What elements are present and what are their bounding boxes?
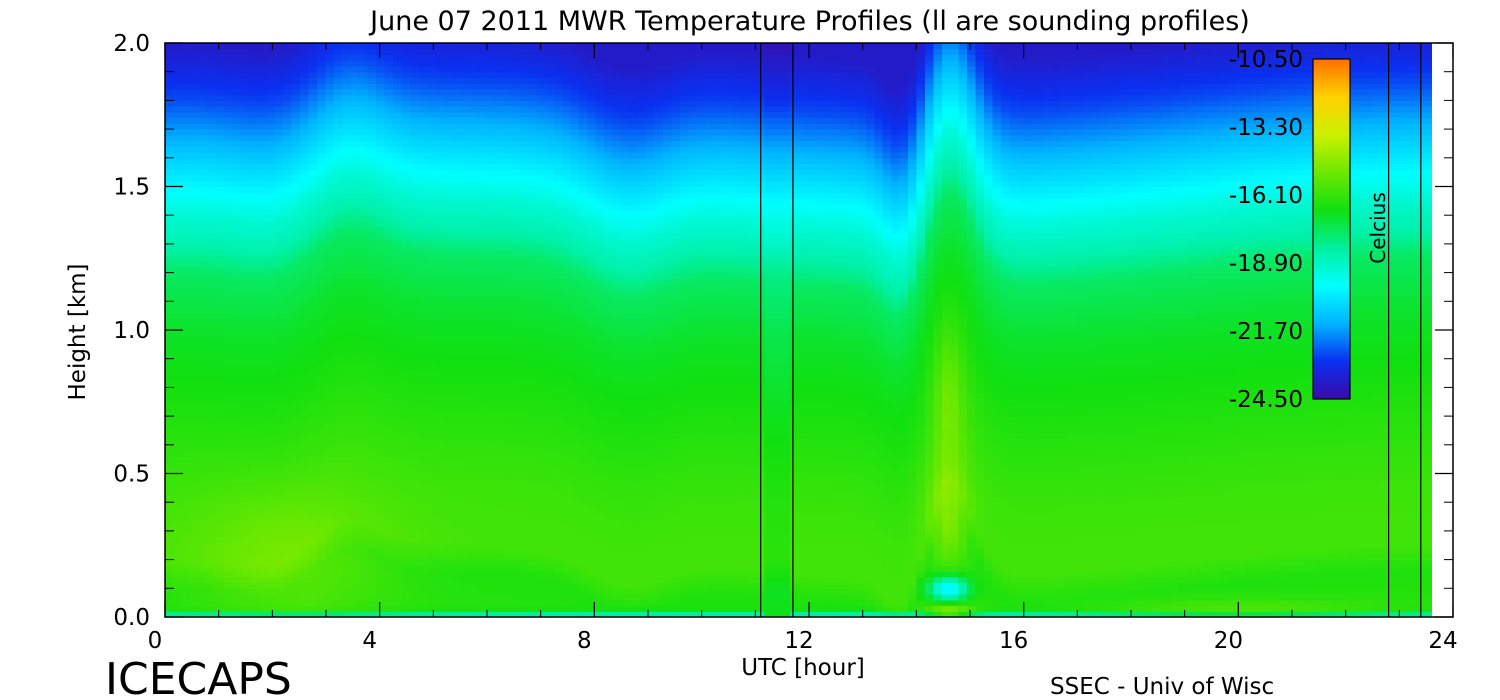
y-tick-label: 2.0 [113, 31, 150, 57]
x-tick-label: 8 [577, 628, 592, 654]
x-tick-label: 20 [1214, 628, 1243, 654]
x-tick-label: 24 [1428, 628, 1457, 654]
credit-text: SSEC - Univ of Wisc [1050, 674, 1274, 700]
y-tick-label: 0.5 [113, 462, 150, 488]
colorbar-gradient [1313, 59, 1350, 399]
y-tick-label: 0.0 [113, 605, 150, 631]
colorbar-tick-label: -13.30 [1229, 115, 1303, 141]
colorbar-tick-label: -10.50 [1229, 47, 1303, 73]
y-axis-label: Height [km] [65, 263, 91, 400]
x-tick-label: 12 [784, 628, 813, 654]
y-tick-label: 1.5 [113, 175, 150, 201]
colorbar-tick-label: -21.70 [1229, 319, 1303, 345]
project-logo-text: ICECAPS [105, 654, 292, 700]
x-tick-label: 4 [362, 628, 377, 654]
colorbar-tick-label: -24.50 [1229, 387, 1303, 413]
y-tick-label: 1.0 [113, 318, 150, 344]
chart-title: June 07 2011 MWR Temperature Profiles (l… [368, 6, 1250, 37]
x-axis-label: UTC [hour] [741, 655, 865, 681]
x-tick-label: 0 [148, 628, 163, 654]
colorbar-tick-label: -16.10 [1229, 183, 1303, 209]
colorbar-tick-label: -18.90 [1229, 251, 1303, 277]
colorbar-label: Celcius [1366, 192, 1390, 263]
x-tick-label: 16 [999, 628, 1028, 654]
